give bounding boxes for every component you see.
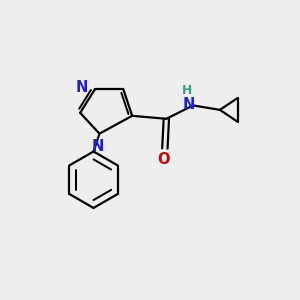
Text: N: N (75, 80, 88, 95)
Text: N: N (182, 97, 195, 112)
Text: N: N (92, 139, 104, 154)
Text: O: O (157, 152, 170, 167)
Text: H: H (182, 84, 192, 97)
